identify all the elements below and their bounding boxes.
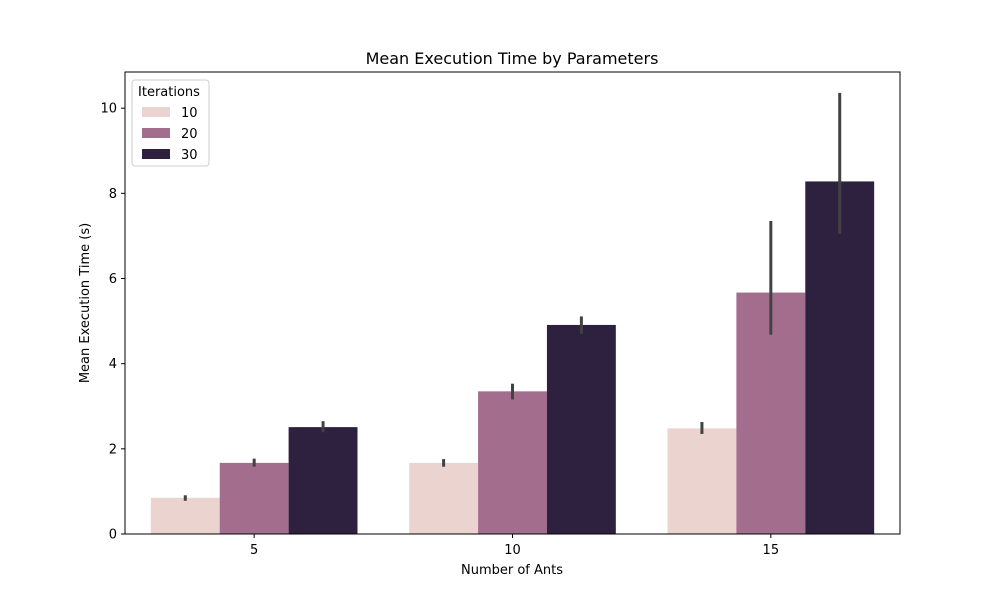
y-tick-label: 6	[109, 272, 117, 287]
bar-iter20-ants10	[478, 391, 547, 534]
legend-swatch-30	[142, 149, 170, 159]
x-axis-label: Number of Ants	[461, 563, 563, 578]
legend-swatch-20	[142, 128, 170, 138]
bar-iter30-ants10	[546, 324, 616, 534]
legend-box	[131, 79, 210, 167]
x-tick-label: 10	[504, 543, 521, 558]
chart-title: Mean Execution Time by Parameters	[366, 49, 659, 68]
y-tick-label: 8	[109, 187, 117, 202]
y-tick-label: 10	[100, 102, 117, 117]
bar-iter30-ants15	[805, 181, 875, 534]
legend-swatch-10	[142, 107, 170, 117]
y-axis: 0 2 4 6 8 10	[100, 102, 125, 543]
y-tick-label: 0	[109, 528, 117, 543]
x-axis: 5 10 15	[250, 534, 779, 558]
bars-layer	[150, 181, 875, 534]
legend-label-30: 30	[181, 148, 198, 163]
y-axis-label: Mean Execution Time (s)	[78, 223, 93, 383]
y-tick-label: 2	[109, 442, 117, 457]
legend-label-10: 10	[181, 106, 198, 121]
bar-iter20-ants5	[219, 462, 289, 534]
x-tick-label: 15	[763, 543, 780, 558]
y-tick-label: 4	[109, 357, 117, 372]
legend-title: Iterations	[138, 85, 200, 100]
x-tick-label: 5	[250, 543, 258, 558]
legend: Iterations 10 20 30	[131, 79, 210, 167]
bar-iter30-ants5	[288, 427, 358, 534]
bar-iter10-ants15	[667, 428, 737, 534]
plot-frame	[124, 71, 901, 535]
errorbars-layer	[183, 92, 842, 501]
legend-label-20: 20	[181, 127, 198, 142]
bar-iter10-ants10	[409, 462, 479, 534]
bar-iter10-ants5	[150, 497, 220, 534]
